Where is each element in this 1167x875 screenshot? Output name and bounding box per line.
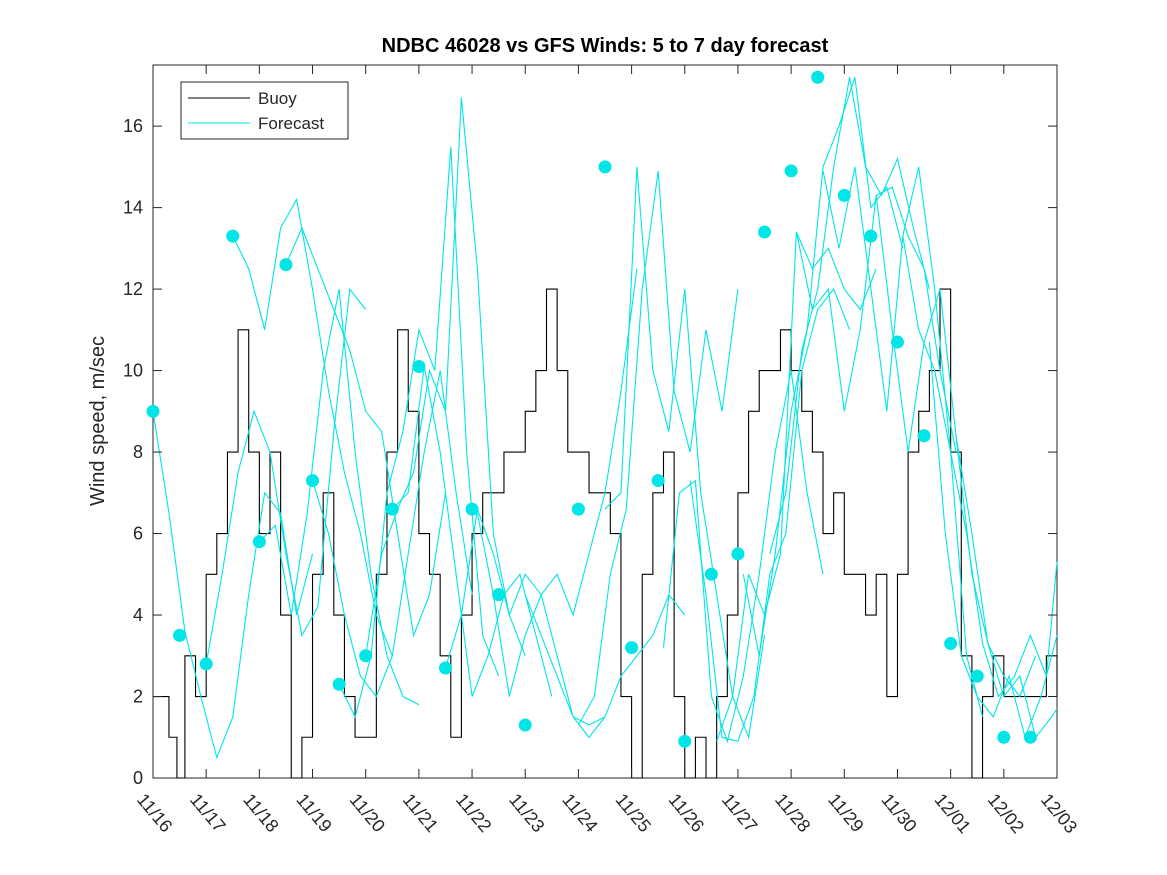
legend: Buoy Forecast [180, 81, 349, 140]
x-tick-label: 11/29 [824, 790, 867, 836]
forecast-marker [731, 547, 745, 561]
forecast-marker [651, 474, 665, 488]
forecast-marker [970, 669, 984, 683]
forecast-line-11 [476, 268, 638, 697]
legend-buoy-label: Buoy [258, 89, 297, 108]
forecast-marker [890, 335, 904, 349]
forecast-line-25 [955, 435, 1058, 739]
forecast-markers [146, 70, 1037, 748]
x-tick-label: 11/22 [452, 790, 495, 836]
x-tick-label: 11/30 [877, 790, 920, 836]
forecast-marker [1023, 730, 1037, 744]
forecast-marker [784, 164, 798, 178]
forecast-marker [917, 429, 931, 443]
forecast-marker [438, 661, 452, 675]
x-tick-label: 11/28 [771, 790, 814, 836]
forecast-marker [518, 718, 532, 732]
y-tick-label: 4 [133, 605, 143, 625]
buoy-series [153, 288, 1058, 779]
forecast-marker [837, 188, 851, 202]
buoy-line [153, 288, 1058, 779]
forecast-line-9 [391, 366, 553, 697]
forecast-line-1 [152, 411, 314, 760]
y-tick-label: 16 [123, 116, 143, 136]
forecast-marker [571, 502, 585, 516]
forecast-line-12 [524, 593, 686, 726]
forecast-line-13 [577, 170, 739, 726]
x-tick-label: 12/02 [984, 790, 1028, 837]
x-tick-label: 11/16 [133, 790, 176, 836]
forecast-marker [997, 730, 1011, 744]
forecast-line-14 [604, 166, 766, 740]
x-tick-label: 11/19 [292, 790, 335, 836]
y-tick-label: 2 [133, 687, 143, 707]
forecast-marker [332, 677, 346, 691]
forecast-line-24 [928, 342, 1058, 740]
forecast-series-group [152, 77, 1058, 760]
y-axis-label: Wind speed, m/sec [87, 336, 109, 506]
y-axis: 0 2 4 6 8 10 12 14 16 [123, 116, 1057, 788]
forecast-marker [758, 225, 772, 239]
chart-title: NDBC 46028 vs GFS Winds: 5 to 7 day fore… [382, 35, 829, 57]
forecast-line-2 [205, 287, 367, 664]
forecast-marker [412, 359, 426, 373]
y-tick-label: 8 [133, 442, 143, 462]
forecast-marker [598, 160, 612, 174]
forecast-marker [226, 229, 240, 243]
y-tick-label: 6 [133, 524, 143, 544]
forecast-line-4 [259, 288, 420, 706]
forecast-marker [146, 404, 160, 418]
forecast-marker [625, 641, 639, 655]
forecast-marker [385, 502, 399, 516]
plot-area [146, 64, 1058, 779]
forecast-marker [704, 567, 718, 581]
x-tick-label: 12/03 [1037, 790, 1081, 837]
plot-frame [152, 64, 1058, 779]
x-tick-label: 11/20 [346, 790, 389, 836]
forecast-line-18 [742, 77, 904, 656]
legend-forecast-label: Forecast [258, 114, 324, 133]
x-tick-label: 11/24 [558, 790, 601, 836]
x-tick-label: 11/18 [239, 790, 282, 836]
y-tick-label: 12 [123, 279, 143, 299]
forecast-line-8 [365, 97, 526, 656]
forecast-marker [864, 229, 878, 243]
y-tick-label: 14 [123, 198, 143, 218]
x-tick-label: 11/21 [399, 790, 442, 836]
forecast-marker [678, 734, 692, 748]
y-tick-label: 10 [123, 361, 143, 381]
y-tick-label: 0 [133, 768, 143, 788]
forecast-marker [279, 258, 293, 272]
forecast-marker [306, 474, 320, 488]
forecast-marker [465, 502, 479, 516]
forecast-marker [359, 649, 373, 663]
forecast-marker [199, 657, 213, 671]
forecast-line-3 [232, 197, 393, 657]
forecast-line-5 [285, 226, 447, 638]
legend-box [180, 81, 349, 140]
x-tick-label: 11/23 [505, 790, 548, 836]
forecast-line-23 [902, 236, 1058, 698]
x-tick-label: 11/26 [665, 790, 708, 836]
forecast-marker [944, 637, 958, 651]
x-tick-label: 11/17 [186, 790, 229, 836]
x-tick-label: 12/01 [931, 790, 975, 837]
forecast-line-16 [689, 288, 851, 742]
x-tick-label: 11/25 [612, 790, 655, 836]
forecast-line-10 [444, 508, 606, 739]
forecast-marker [252, 535, 266, 549]
forecast-marker [173, 628, 187, 642]
forecast-marker [492, 588, 506, 602]
forecast-marker [811, 70, 825, 84]
x-tick-label: 11/27 [718, 790, 761, 836]
forecast-line-19 [769, 77, 930, 555]
forecast-line-15 [662, 370, 824, 744]
